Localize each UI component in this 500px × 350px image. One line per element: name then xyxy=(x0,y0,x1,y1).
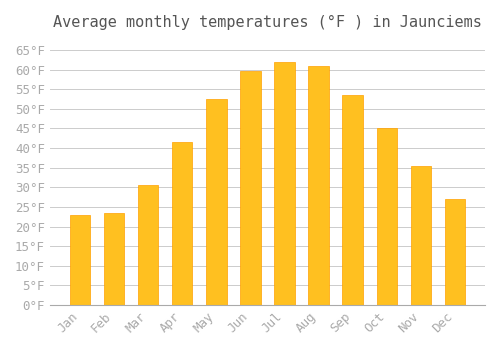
Bar xyxy=(70,215,90,305)
Bar xyxy=(172,142,193,305)
Bar xyxy=(342,95,363,305)
Bar xyxy=(274,62,294,305)
Bar xyxy=(138,185,158,305)
Bar xyxy=(104,213,124,305)
Bar xyxy=(240,71,260,305)
Title: Average monthly temperatures (°F ) in Jaunciems: Average monthly temperatures (°F ) in Ja… xyxy=(53,15,482,30)
Bar xyxy=(376,128,397,305)
Bar xyxy=(308,65,329,305)
Bar xyxy=(410,166,431,305)
Bar xyxy=(206,99,227,305)
Bar xyxy=(445,199,465,305)
